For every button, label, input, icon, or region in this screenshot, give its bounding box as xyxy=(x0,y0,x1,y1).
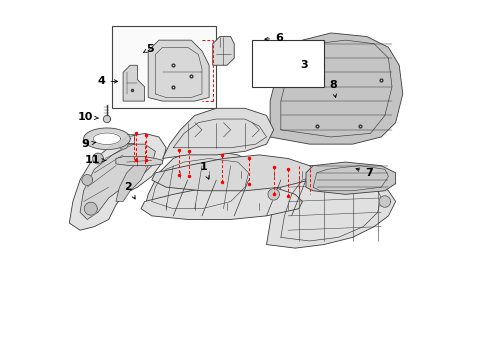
Polygon shape xyxy=(163,108,274,158)
Bar xyxy=(252,40,324,87)
Polygon shape xyxy=(379,196,391,207)
Polygon shape xyxy=(69,134,166,230)
Text: 10: 10 xyxy=(78,112,98,122)
Polygon shape xyxy=(306,162,395,194)
Polygon shape xyxy=(148,40,209,101)
Text: 7: 7 xyxy=(356,168,372,178)
Text: 9: 9 xyxy=(81,139,96,149)
Polygon shape xyxy=(93,133,121,144)
Polygon shape xyxy=(84,202,97,215)
Polygon shape xyxy=(152,155,317,191)
Text: 3: 3 xyxy=(300,60,308,70)
Bar xyxy=(112,26,216,108)
Polygon shape xyxy=(82,175,93,185)
Text: 6: 6 xyxy=(265,33,283,43)
Polygon shape xyxy=(267,166,395,248)
Polygon shape xyxy=(93,153,103,164)
Text: 4: 4 xyxy=(98,76,118,86)
Polygon shape xyxy=(103,116,111,123)
Polygon shape xyxy=(270,33,403,144)
Polygon shape xyxy=(116,158,148,202)
Polygon shape xyxy=(118,139,128,149)
Polygon shape xyxy=(268,189,279,200)
Polygon shape xyxy=(141,184,302,220)
Polygon shape xyxy=(80,144,155,220)
Text: 11: 11 xyxy=(85,155,106,165)
Polygon shape xyxy=(84,128,130,149)
Text: 1: 1 xyxy=(200,162,209,179)
Text: 5: 5 xyxy=(143,44,154,54)
Polygon shape xyxy=(213,37,234,65)
Polygon shape xyxy=(123,65,145,101)
Polygon shape xyxy=(116,157,163,166)
Text: 8: 8 xyxy=(329,80,337,98)
Text: 2: 2 xyxy=(124,182,135,199)
Polygon shape xyxy=(145,151,259,216)
